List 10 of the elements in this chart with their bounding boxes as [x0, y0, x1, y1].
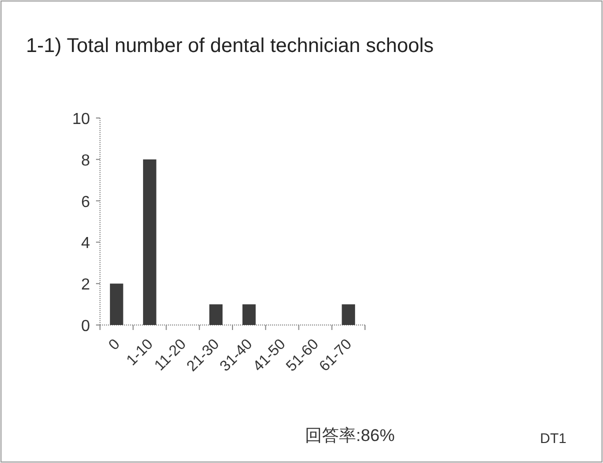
y-tick-label: 8	[81, 152, 90, 170]
text: DT1	[540, 430, 567, 446]
x-tick-label: 0	[105, 336, 124, 354]
title: 1-1) Total number of dental technician schools	[26, 35, 434, 57]
y-tick-label: 4	[81, 235, 90, 252]
y-tick-label: 6	[81, 194, 90, 211]
y-tick-label: 0	[81, 318, 90, 335]
text: 回答率:86%	[305, 426, 395, 445]
y-tick-label: 2	[81, 276, 90, 294]
y-tick-label: 10	[72, 111, 90, 128]
